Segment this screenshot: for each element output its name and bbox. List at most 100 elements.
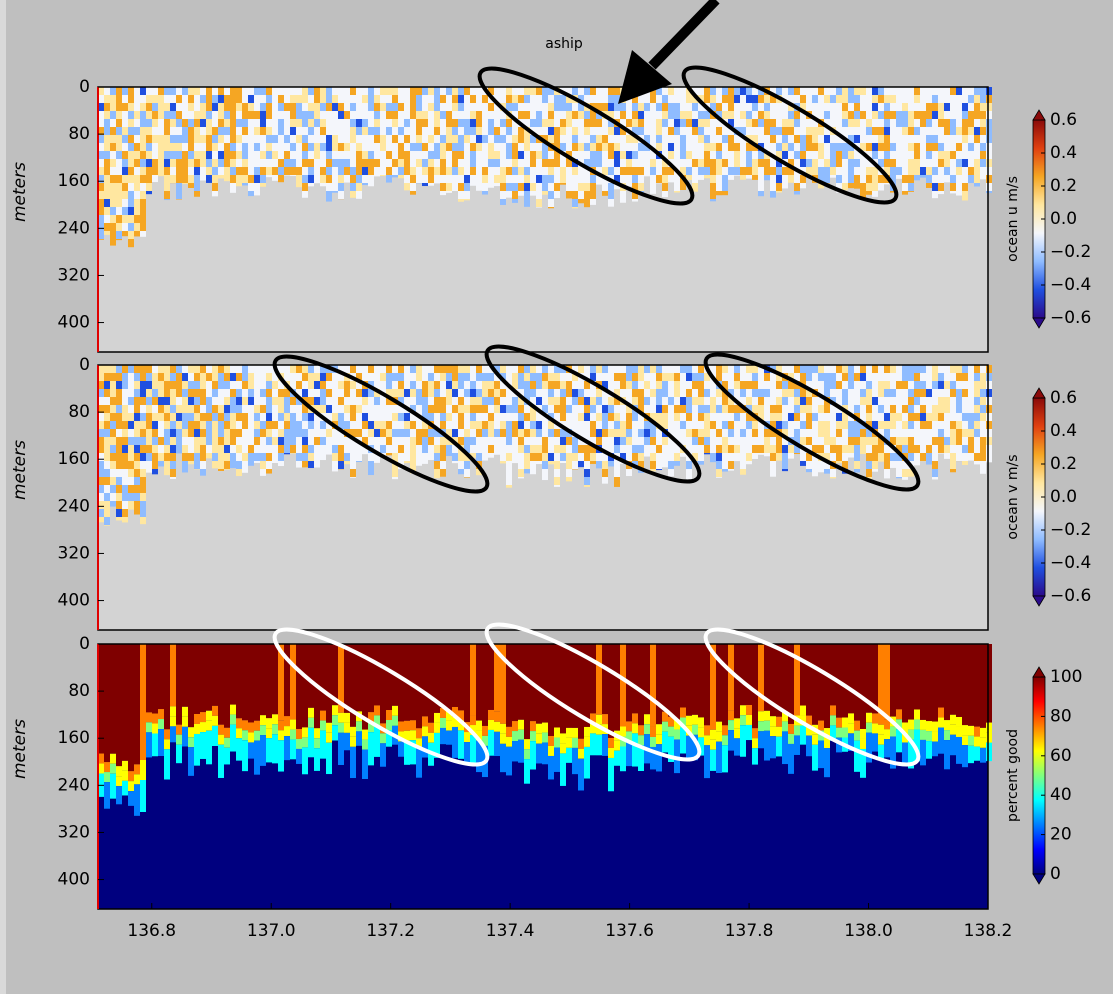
heatmap-cell [974,175,980,183]
heatmap-cell [302,127,308,135]
heatmap-cell [200,397,206,405]
heatmap-cell [662,175,668,183]
heatmap-cell [350,453,356,461]
heatmap-cell [380,445,386,453]
heatmap-cell [944,95,950,103]
heatmap-cell [338,437,344,445]
heatmap-cell [830,413,836,421]
heatmap-cell [662,167,668,175]
heatmap-cell [614,751,620,766]
heatmap-cell [236,373,242,381]
heatmap-cell [152,175,158,182]
heatmap-cell [224,738,230,748]
heatmap-cell [446,119,452,127]
heatmap-cell [668,413,674,421]
heatmap-cell [422,461,428,464]
heatmap-cell [518,183,524,191]
heatmap-cell [362,750,368,779]
heatmap-cell [524,421,530,429]
heatmap-cell [968,135,974,143]
heatmap-cell [578,421,584,429]
heatmap-cell [428,167,434,175]
heatmap-cell [392,373,398,381]
heatmap-cell [620,199,626,203]
heatmap-cell [500,127,506,135]
heatmap-cell [662,381,668,389]
heatmap-cell [980,127,986,135]
heatmap-cell [398,143,404,151]
heatmap-cell [974,95,980,103]
heatmap-cell [350,389,356,397]
heatmap-cell [542,127,548,135]
heatmap-cell [968,421,974,429]
heatmap-cell [344,389,350,397]
heatmap-cell [530,453,536,461]
heatmap-cell [254,135,260,143]
heatmap-cell [872,95,878,103]
heatmap-cell [278,453,284,461]
heatmap-cell [914,103,920,111]
heatmap-cell [242,87,248,95]
heatmap-cell [650,103,656,111]
heatmap-cell [404,397,410,405]
heatmap-cell [572,119,578,127]
heatmap-cell [860,739,866,749]
window-edge [0,0,6,994]
heatmap-cell [626,111,632,119]
heatmap-cell [236,405,242,413]
heatmap-cell [794,405,800,413]
heatmap-cell [866,469,872,477]
heatmap-cell [710,199,716,201]
heatmap-cell [254,167,260,175]
heatmap-cell [956,175,962,183]
heatmap-cell [830,429,836,437]
heatmap-cell [116,127,122,135]
heatmap-cell [818,445,824,453]
heatmap-cell [176,175,182,183]
heatmap-cell [206,731,212,765]
heatmap-cell [638,175,644,183]
heatmap-cell [212,413,218,421]
heatmap-cell [140,223,146,231]
colorbar-tick-label: −0.2 [1050,520,1091,540]
heatmap-cell [938,405,944,413]
heatmap-cell [692,644,698,715]
heatmap-cell [128,365,134,373]
heatmap-cell [650,159,656,167]
heatmap-cell [680,365,686,373]
heatmap-cell [800,183,806,188]
heatmap-cell [452,373,458,381]
heatmap-cell [314,429,320,437]
heatmap-cell [890,389,896,397]
colorbar-tick-label: 0.2 [1050,176,1077,196]
heatmap-cell [860,729,866,739]
heatmap-cell [278,445,284,453]
heatmap-cell [656,445,662,453]
heatmap-cell [206,453,212,458]
heatmap-cell [446,111,452,119]
heatmap-cell [134,111,140,119]
heatmap-cell [536,167,542,175]
heatmap-cell [524,191,530,199]
heatmap-cell [116,95,122,103]
heatmap-cell [890,381,896,389]
heatmap-cell [104,762,110,772]
heatmap-cell [500,724,506,734]
heatmap-cell [692,159,698,167]
heatmap-cell [950,365,956,373]
heatmap-cell [290,119,296,127]
heatmap-cell [812,95,818,103]
heatmap-cell [182,381,188,389]
heatmap-cell [734,87,740,95]
heatmap-cell [758,381,764,389]
heatmap-cell [698,365,704,373]
heatmap-cell [410,445,416,453]
heatmap-cell [224,445,230,453]
heatmap-cell [488,445,494,453]
heatmap-cell [134,151,140,159]
heatmap-cell [908,119,914,127]
heatmap-cell [614,445,620,453]
heatmap-cell [848,183,854,188]
heatmap-cell [824,365,830,373]
heatmap-cell [320,429,326,437]
